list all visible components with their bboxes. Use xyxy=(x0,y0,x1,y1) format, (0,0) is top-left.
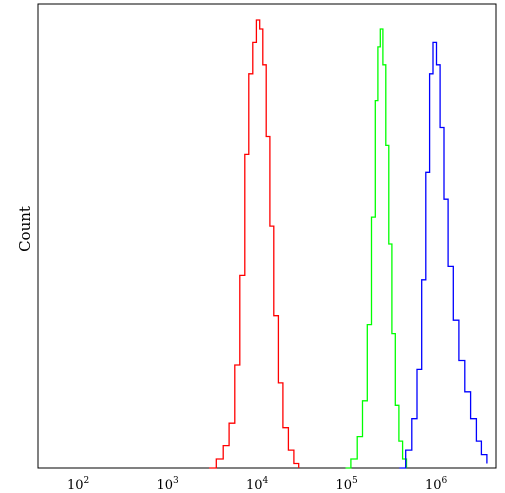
x-tick-label-4: 106 xyxy=(425,476,448,493)
histogram-series-0 xyxy=(209,19,300,469)
x-tick-label-3: 105 xyxy=(336,476,359,493)
y-axis-label: Count xyxy=(16,206,34,252)
series-layer xyxy=(209,19,488,469)
histogram-series-1 xyxy=(345,28,408,469)
plot-frame xyxy=(37,3,497,469)
x-tick-label-0: 102 xyxy=(67,476,89,493)
x-tick-label-1: 103 xyxy=(157,476,180,493)
x-tick-label-2: 104 xyxy=(246,476,269,493)
histogram-series-2 xyxy=(399,41,488,469)
x-axis-ticks: 102 103 104 105 106 xyxy=(67,476,448,493)
